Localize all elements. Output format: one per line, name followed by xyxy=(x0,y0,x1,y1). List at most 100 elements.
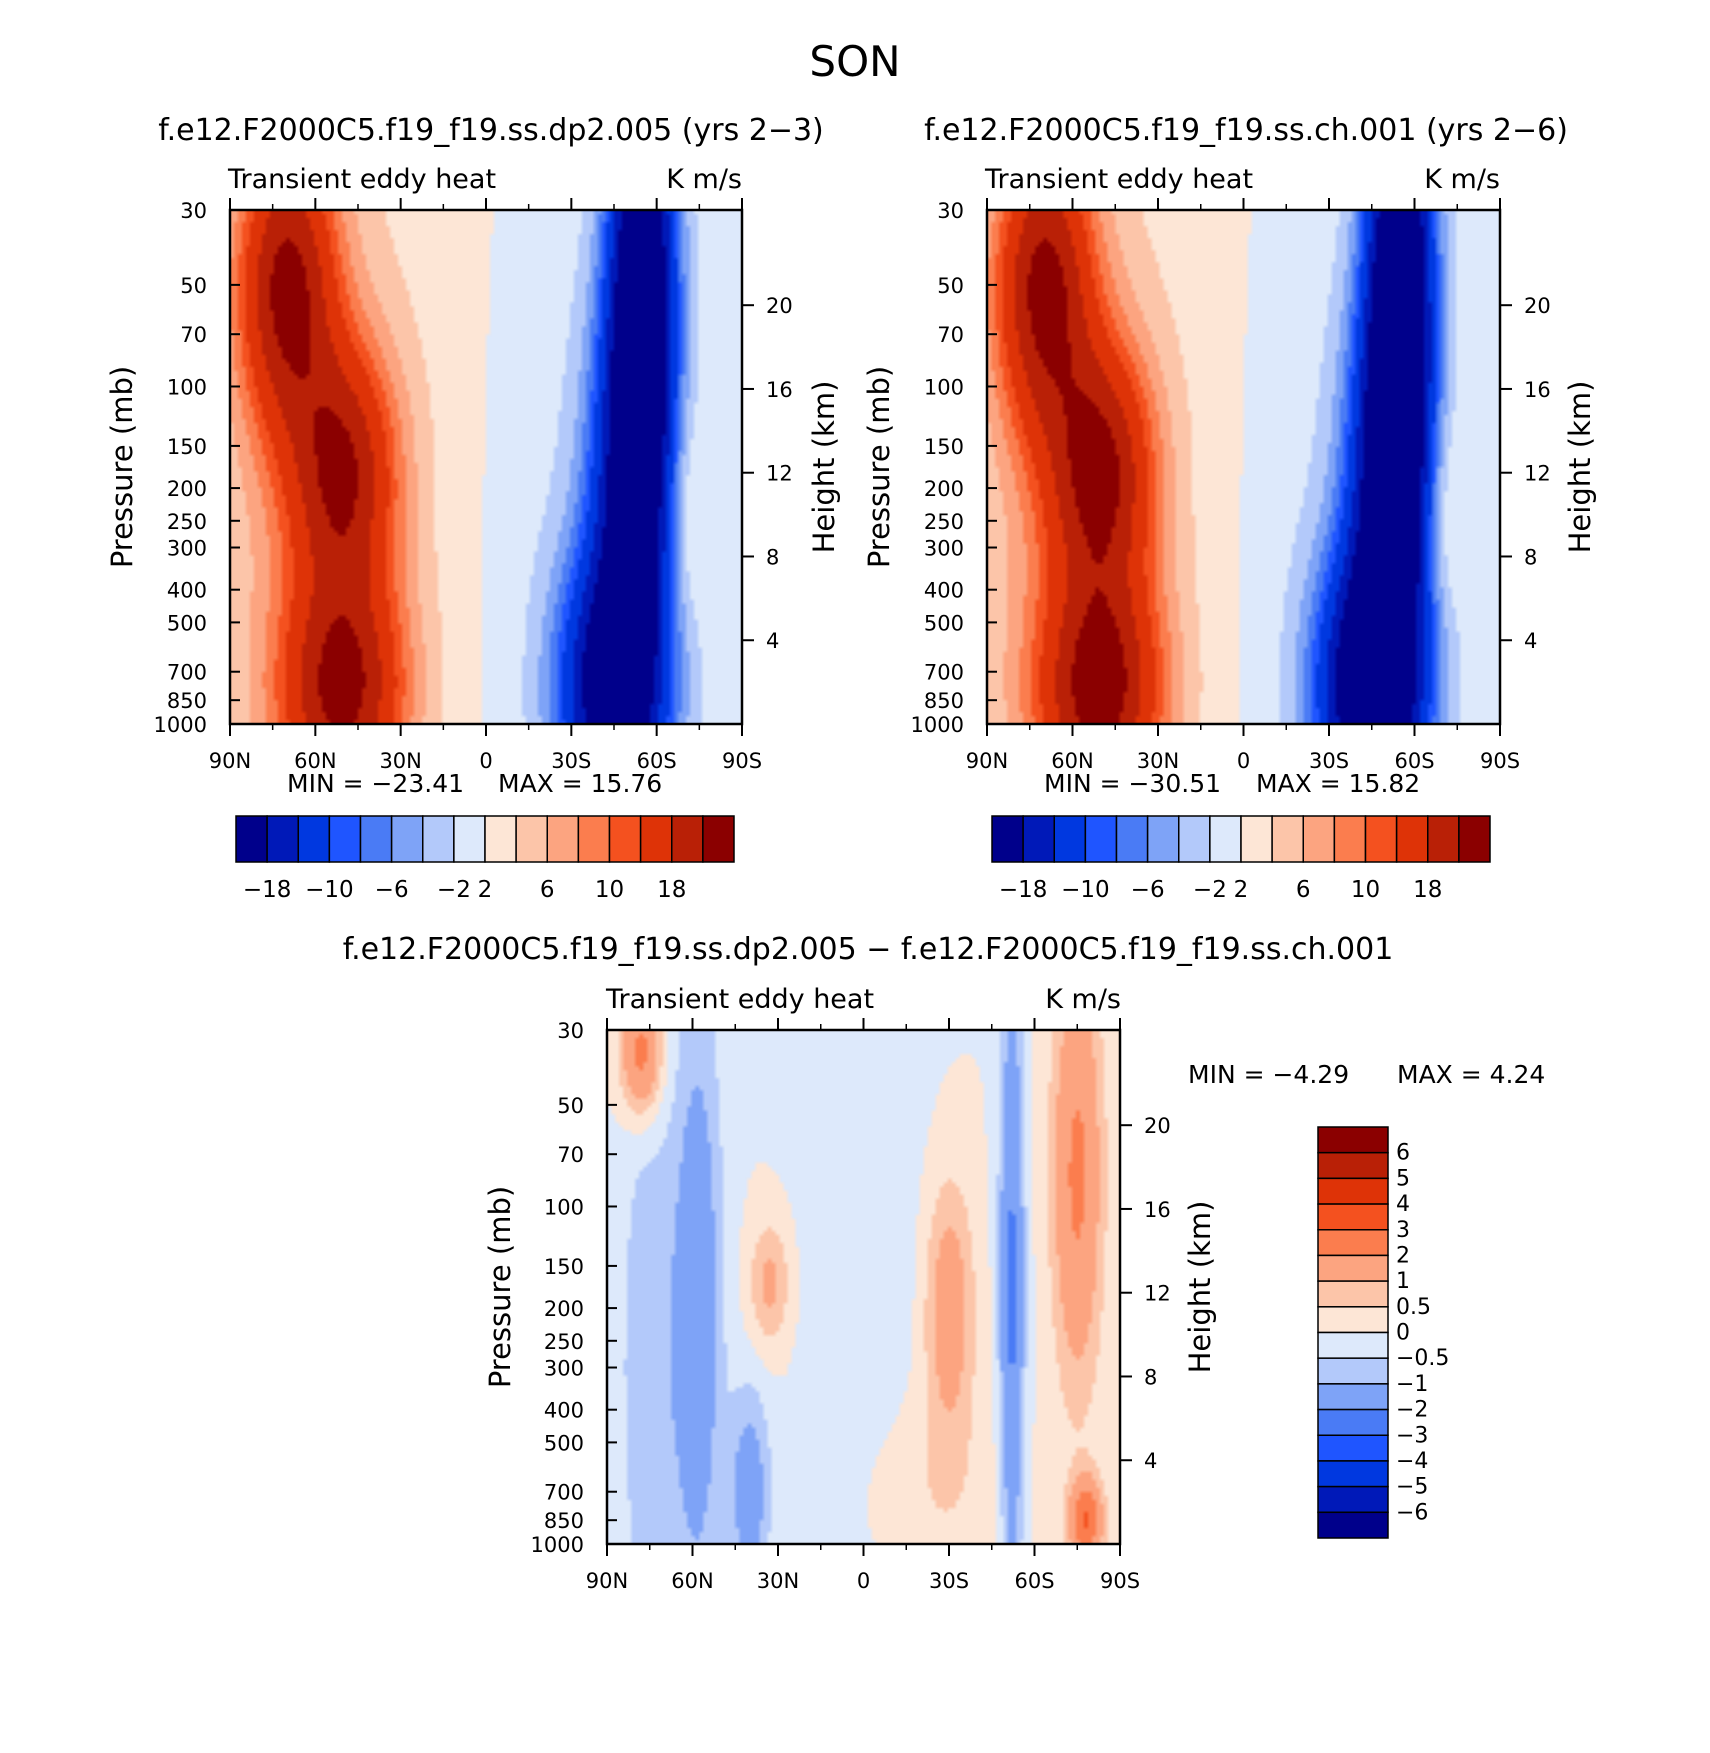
colorbar-label: −2 xyxy=(437,877,471,903)
x-tick-label: 60N xyxy=(671,1569,713,1593)
x-tick-label: 0 xyxy=(1237,749,1250,773)
x-tick-label: 90S xyxy=(722,749,762,773)
y-tick-label: 100 xyxy=(167,375,207,399)
colorbar-box xyxy=(422,815,455,863)
panel-left-label: Transient eddy heat xyxy=(984,164,1253,195)
y2-tick-label: 4 xyxy=(1524,629,1537,653)
colorbar: −18 −10 −6 −2 2 6 10 18 xyxy=(991,815,1491,903)
colorbar-box xyxy=(1317,1408,1389,1436)
min-label: MIN = −4.29 xyxy=(1188,1060,1349,1089)
colorbar-box xyxy=(639,815,673,863)
colorbar-label: −10 xyxy=(1061,877,1110,903)
colorbar-box xyxy=(608,815,642,863)
y2-tick-label: 12 xyxy=(766,462,793,486)
y-axis-label: Pressure (mb) xyxy=(862,366,896,568)
y-tick-label: 400 xyxy=(924,579,964,603)
y-tick-label: 700 xyxy=(924,661,964,685)
panel-case1: f.e12.F2000C5.f19_f19.ss.dp2.005 (yrs 2−… xyxy=(105,113,841,903)
colorbar-box xyxy=(1317,1485,1389,1514)
y2-tick-label: 12 xyxy=(1144,1282,1171,1306)
panel-title: f.e12.F2000C5.f19_f19.ss.ch.001 (yrs 2−6… xyxy=(924,113,1568,148)
colorbar-label: −2 xyxy=(1193,877,1227,903)
colorbar-box xyxy=(1317,1280,1389,1308)
y-tick-label: 300 xyxy=(924,537,964,561)
colorbar-label: 10 xyxy=(595,877,624,903)
y-tick-label: 100 xyxy=(544,1195,584,1219)
panel-title: f.e12.F2000C5.f19_f19.ss.dp2.005 (yrs 2−… xyxy=(158,113,824,148)
colorbar-box xyxy=(1317,1434,1389,1462)
colorbar-box xyxy=(235,815,268,863)
y-tick-label: 700 xyxy=(544,1481,584,1505)
y-tick-label: 300 xyxy=(167,537,207,561)
y-tick-label: 70 xyxy=(180,323,207,347)
y2-tick-label: 8 xyxy=(766,545,779,569)
colorbar-box xyxy=(1053,815,1087,863)
colorbar-label: −18 xyxy=(999,877,1048,903)
y-tick-label: 100 xyxy=(924,375,964,399)
y-tick-label: 70 xyxy=(937,323,964,347)
y-tick-label: 70 xyxy=(557,1143,584,1167)
colorbar-label: 4 xyxy=(1396,1192,1410,1217)
colorbar-label: −3 xyxy=(1396,1423,1428,1448)
x-tick-label: 30N xyxy=(1137,749,1179,773)
colorbar-box xyxy=(577,815,611,863)
y-tick-label: 700 xyxy=(167,661,207,685)
panel-diff: f.e12.F2000C5.f19_f19.ss.dp2.005 − f.e12… xyxy=(343,932,1546,1593)
y-tick-label: 250 xyxy=(924,510,964,534)
colorbar-label: 5 xyxy=(1396,1166,1410,1191)
colorbar-box xyxy=(1317,1126,1389,1154)
colorbar-box xyxy=(1395,815,1429,863)
contour-field xyxy=(987,210,1500,724)
colorbar-label: 10 xyxy=(1351,877,1380,903)
x-tick-label: 90S xyxy=(1480,749,1520,773)
colorbar-box xyxy=(1427,815,1460,863)
colorbar-box xyxy=(1146,815,1180,863)
contour-field xyxy=(230,210,742,724)
x-tick-label: 30S xyxy=(551,749,591,773)
colorbar-label: −6 xyxy=(1131,877,1165,903)
colorbar-box xyxy=(1317,1383,1389,1411)
y-tick-label: 1000 xyxy=(531,1533,584,1557)
colorbar-box xyxy=(1271,815,1304,863)
y2-tick-label: 4 xyxy=(766,629,779,653)
colorbar-box xyxy=(1333,815,1367,863)
colorbar-box xyxy=(1302,815,1336,863)
y-tick-label: 400 xyxy=(167,579,207,603)
colorbar-box xyxy=(1317,1331,1389,1359)
colorbar-box xyxy=(328,815,362,863)
colorbar-box xyxy=(390,815,424,863)
y2-tick-label: 16 xyxy=(1144,1198,1171,1222)
panel-units-label: K m/s xyxy=(666,164,742,195)
y2-axis-label: Height (km) xyxy=(1183,1201,1217,1374)
colorbar-label: 2 xyxy=(1234,877,1249,903)
panel-case2: f.e12.F2000C5.f19_f19.ss.ch.001 (yrs 2−6… xyxy=(862,113,1597,903)
min-label: MIN = −30.51 xyxy=(1044,769,1221,798)
x-tick-label: 90N xyxy=(966,749,1008,773)
y-tick-label: 50 xyxy=(180,274,207,298)
colorbar-box xyxy=(1317,1254,1389,1282)
y-tick-label: 500 xyxy=(924,611,964,635)
colorbar-box xyxy=(1364,815,1398,863)
colorbar-box xyxy=(991,815,1024,863)
colorbar-box xyxy=(546,815,580,863)
panel-units-label: K m/s xyxy=(1424,164,1500,195)
y-tick-label: 850 xyxy=(167,689,207,713)
colorbar-box xyxy=(671,815,704,863)
y2-axis-label: Height (km) xyxy=(807,381,841,554)
colorbar-box xyxy=(484,815,517,863)
y-tick-label: 30 xyxy=(937,199,964,223)
colorbar-label: 18 xyxy=(1413,877,1442,903)
y2-tick-label: 20 xyxy=(1524,294,1551,318)
colorbar-label: 6 xyxy=(540,877,555,903)
y-tick-label: 500 xyxy=(167,611,207,635)
colorbar: −18 −10 −6 −2 2 6 10 18 xyxy=(235,815,735,903)
y-tick-label: 1000 xyxy=(154,713,207,737)
y-tick-label: 250 xyxy=(544,1330,584,1354)
colorbar-box xyxy=(453,815,486,863)
min-label: MIN = −23.41 xyxy=(287,769,464,798)
colorbar-label: 0.5 xyxy=(1396,1295,1431,1320)
